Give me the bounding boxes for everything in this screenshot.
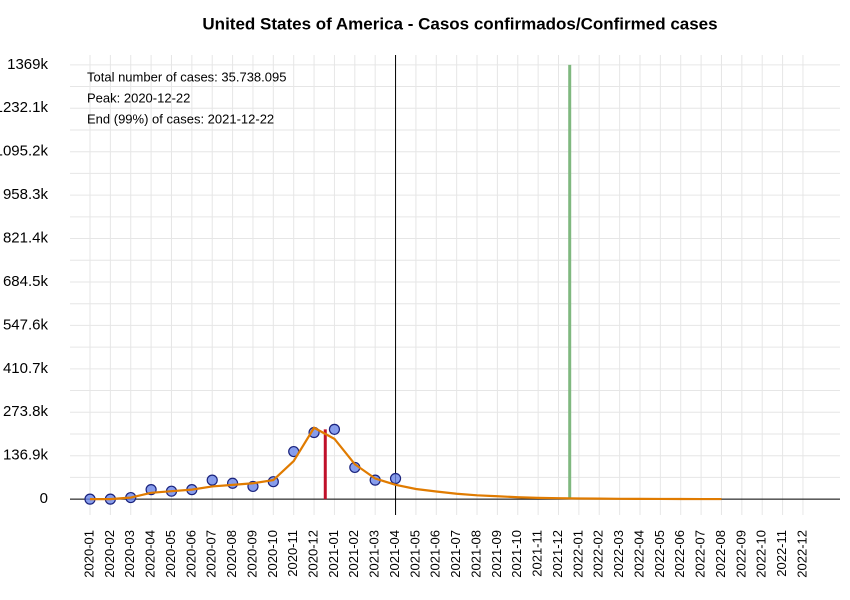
x-tick-label: 2020-12 xyxy=(306,530,321,578)
y-tick-label: 1369k xyxy=(7,56,48,73)
y-tick-label: 821.4k xyxy=(3,230,49,247)
x-tick-label: 2020-08 xyxy=(224,530,239,578)
x-tick-label: 2022-12 xyxy=(794,530,809,578)
x-tick-label: 2022-02 xyxy=(591,530,606,578)
data-point xyxy=(389,472,402,485)
x-tick-label: 2022-11 xyxy=(774,530,789,577)
y-tick-label: 410.7k xyxy=(3,360,49,377)
y-tick-label: 273.8k xyxy=(3,403,49,420)
x-tick-label: 2022-04 xyxy=(631,530,646,578)
y-tick-label: 958.3k xyxy=(3,186,49,203)
y-tick-label: 136.9k xyxy=(3,447,49,464)
y-tick-label: 0 xyxy=(40,490,48,507)
x-tick-label: 2021-02 xyxy=(346,530,361,578)
x-tick-label: 2022-03 xyxy=(611,530,626,578)
x-tick-label: 2021-11 xyxy=(530,530,545,577)
data-point xyxy=(328,423,341,435)
fit-line xyxy=(90,426,722,501)
x-tick-label: 2021-08 xyxy=(468,530,483,578)
x-tick-label: 2021-05 xyxy=(407,530,422,578)
x-tick-label: 2020-06 xyxy=(183,530,198,578)
x-tick-label: 2022-09 xyxy=(733,530,748,578)
x-tick-label: 2020-04 xyxy=(143,530,158,578)
data-point xyxy=(206,474,218,486)
x-tick-label: 2022-01 xyxy=(570,530,585,578)
y-tick-label: 684.5k xyxy=(3,273,49,290)
x-tick-label: 2021-06 xyxy=(428,530,443,578)
y-tick-label: 1232.1k xyxy=(0,99,48,116)
annotation: Peak: 2020-12-22 xyxy=(87,90,190,105)
y-tick-label: 1095.2k xyxy=(0,143,48,160)
x-tick-label: 2020-11 xyxy=(285,530,300,577)
x-tick-label: 2020-01 xyxy=(81,530,96,578)
y-tick-label: 547.6k xyxy=(3,316,49,333)
x-tick-label: 2021-03 xyxy=(367,530,382,578)
x-tick-label: 2022-08 xyxy=(713,530,728,578)
x-tick-label: 2021-01 xyxy=(326,530,341,578)
annotation: End (99%) of cases: 2021-12-22 xyxy=(87,111,274,126)
x-tick-label: 2021-10 xyxy=(509,530,524,578)
annotation: Total number of cases: 35.738.095 xyxy=(87,69,286,84)
x-tick-label: 2020-10 xyxy=(265,530,280,578)
x-tick-label: 2020-03 xyxy=(122,530,137,578)
x-tick-label: 2020-02 xyxy=(102,530,117,578)
x-tick-label: 2020-05 xyxy=(163,530,178,578)
chart-title: United States of America - Casos confirm… xyxy=(202,14,717,33)
x-tick-label: 2022-06 xyxy=(672,530,687,578)
x-tick-label: 2021-09 xyxy=(489,530,504,578)
x-tick-label: 2021-07 xyxy=(448,530,463,578)
x-tick-label: 2022-05 xyxy=(652,530,667,578)
x-tick-label: 2021-12 xyxy=(550,530,565,578)
x-tick-label: 2020-07 xyxy=(204,530,219,578)
data-point xyxy=(226,477,239,489)
x-tick-label: 2021-04 xyxy=(387,530,402,578)
x-tick-label: 2022-10 xyxy=(754,530,769,578)
x-tick-label: 2022-07 xyxy=(693,530,708,578)
x-tick-label: 2020-09 xyxy=(244,530,259,578)
